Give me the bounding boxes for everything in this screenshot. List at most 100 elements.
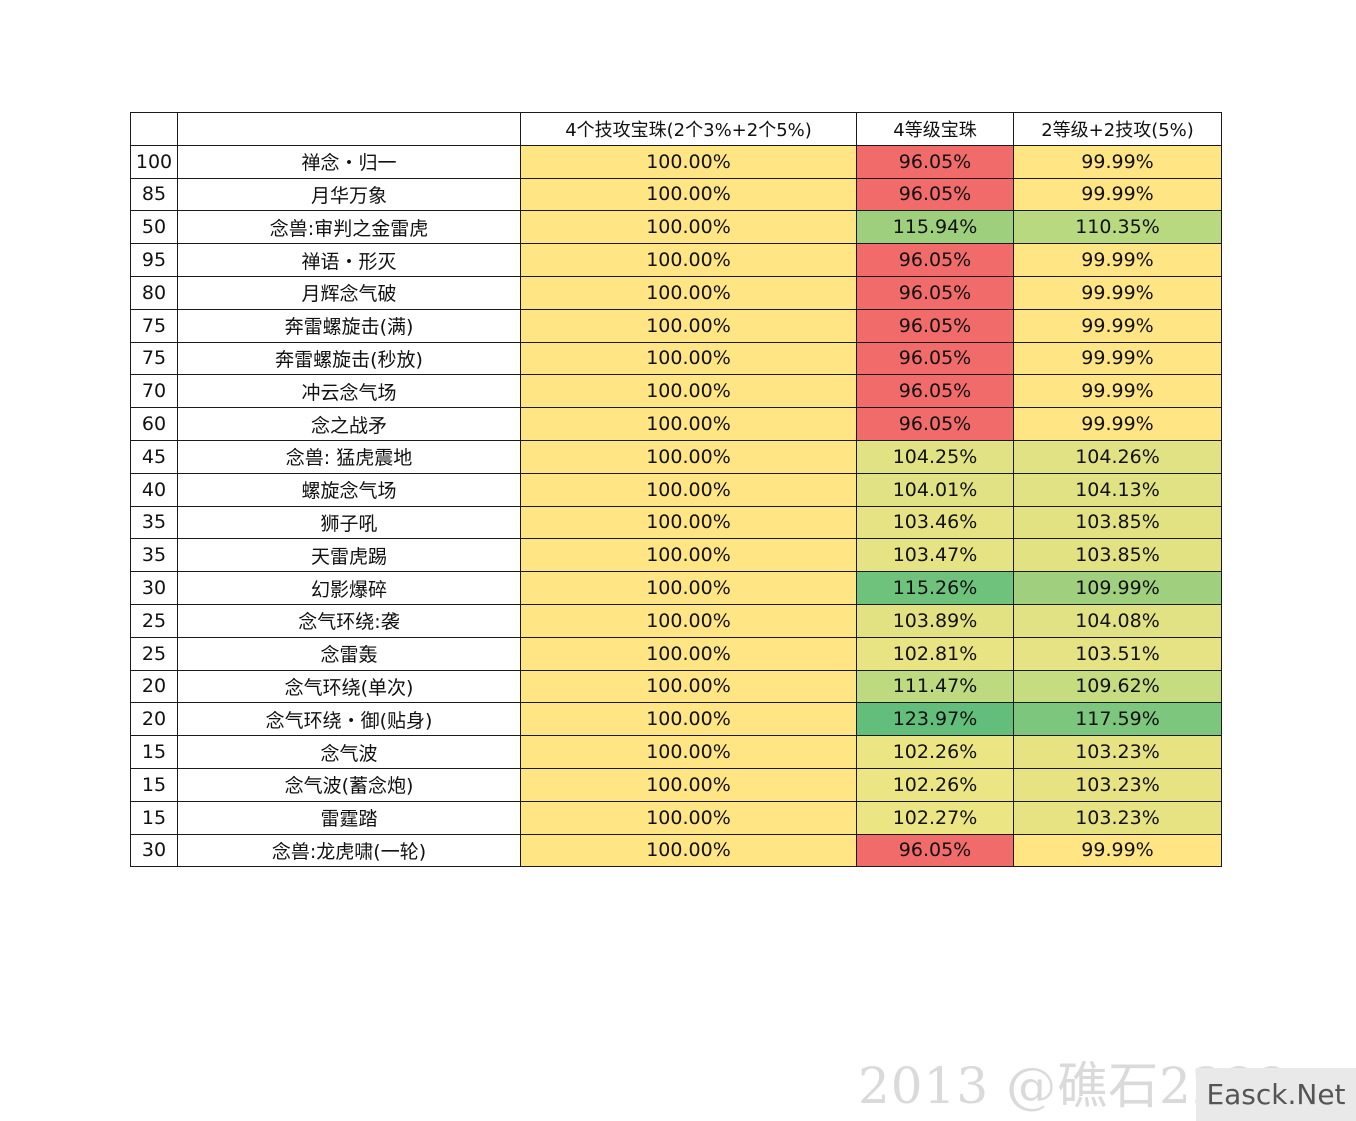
cell-level-gems: 96.05% <box>856 275 1014 310</box>
table-body: 100 禅念・归一 100.00% 96.05% 99.99% 85 月华万象 100.00%… <box>130 144 1222 868</box>
cell-level-gems: 115.94% <box>856 210 1014 245</box>
cell-level-gems: 102.81% <box>856 636 1014 671</box>
cell-skill-attack-gems: 100.00% <box>520 735 857 769</box>
cell-level-gems: 96.05% <box>856 144 1014 179</box>
table-row: 95 禅语・形灭 100.00% 96.05% 99.99% <box>130 243 1222 277</box>
table-row: 15 念气波 100.00% 102.26% 103.23% <box>130 735 1222 769</box>
cell-skill-attack-gems: 100.00% <box>520 374 857 409</box>
cell-skill-name: 念雷轰 <box>177 636 521 671</box>
table-row: 75 奔雷螺旋击(秒放) 100.00% 96.05% 99.99% <box>130 341 1222 376</box>
cell-mixed-gems: 99.99% <box>1013 144 1222 179</box>
cell-skill-attack-gems: 100.00% <box>520 177 857 212</box>
cell-skill-name: 雷霆踏 <box>177 800 521 835</box>
cell-skill-name: 幻影爆碎 <box>177 571 521 605</box>
cell-mixed-gems: 109.62% <box>1013 669 1222 704</box>
cell-mixed-gems: 99.99% <box>1013 308 1222 343</box>
cell-level-gems: 103.47% <box>856 538 1014 573</box>
table-row: 15 雷霆踏 100.00% 102.27% 103.23% <box>130 800 1222 835</box>
cell-level: 25 <box>130 636 178 671</box>
cell-skill-attack-gems: 100.00% <box>520 341 857 376</box>
cell-level: 50 <box>130 210 178 245</box>
cell-level-gems: 96.05% <box>856 341 1014 376</box>
cell-skill-name: 念之战矛 <box>177 407 521 441</box>
header-mixed-gems: 2等级+2技攻(5%) <box>1013 112 1222 146</box>
cell-mixed-gems: 110.35% <box>1013 210 1222 245</box>
cell-skill-attack-gems: 100.00% <box>520 243 857 277</box>
cell-skill-attack-gems: 100.00% <box>520 210 857 245</box>
cell-level-gems: 102.26% <box>856 735 1014 769</box>
cell-mixed-gems: 117.59% <box>1013 702 1222 737</box>
header-skill-attack-gems: 4个技攻宝珠(2个3%+2个5%) <box>520 112 857 146</box>
cell-skill-name: 念气环绕(单次) <box>177 669 521 704</box>
header-row: 4个技攻宝珠(2个3%+2个5%) 4等级宝珠 2等级+2技攻(5%) <box>130 112 1222 146</box>
cell-level-gems: 96.05% <box>856 177 1014 212</box>
cell-level: 15 <box>130 735 178 769</box>
cell-skill-name: 禅语・形灭 <box>177 243 521 277</box>
cell-level-gems: 102.26% <box>856 767 1014 802</box>
cell-mixed-gems: 103.23% <box>1013 735 1222 769</box>
table-row: 80 月辉念气破 100.00% 96.05% 99.99% <box>130 275 1222 310</box>
table-row: 35 天雷虎踢 100.00% 103.47% 103.85% <box>130 538 1222 573</box>
cell-skill-name: 螺旋念气场 <box>177 472 521 507</box>
cell-level-gems: 96.05% <box>856 308 1014 343</box>
cell-mixed-gems: 104.13% <box>1013 472 1222 507</box>
cell-skill-name: 天雷虎踢 <box>177 538 521 573</box>
cell-level-gems: 96.05% <box>856 243 1014 277</box>
cell-skill-attack-gems: 100.00% <box>520 472 857 507</box>
cell-skill-attack-gems: 100.00% <box>520 800 857 835</box>
cell-mixed-gems: 99.99% <box>1013 177 1222 212</box>
cell-skill-name: 奔雷螺旋击(秒放) <box>177 341 521 376</box>
cell-level-gems: 96.05% <box>856 374 1014 409</box>
table-row: 85 月华万象 100.00% 96.05% 99.99% <box>130 177 1222 212</box>
cell-skill-name: 念气波 <box>177 735 521 769</box>
cell-level-gems: 103.89% <box>856 603 1014 638</box>
cell-level: 35 <box>130 505 178 540</box>
cell-skill-attack-gems: 100.00% <box>520 571 857 605</box>
cell-level-gems: 123.97% <box>856 702 1014 737</box>
table-row: 35 狮子吼 100.00% 103.46% 103.85% <box>130 505 1222 540</box>
cell-level: 30 <box>130 571 178 605</box>
comparison-table: 4个技攻宝珠(2个3%+2个5%) 4等级宝珠 2等级+2技攻(5%) 100 禅… <box>130 112 1222 868</box>
cell-skill-attack-gems: 100.00% <box>520 669 857 704</box>
table-row: 20 念气环绕・御(贴身) 100.00% 123.97% 117.59% <box>130 702 1222 737</box>
table-row: 100 禅念・归一 100.00% 96.05% 99.99% <box>130 144 1222 179</box>
cell-mixed-gems: 99.99% <box>1013 243 1222 277</box>
cell-level: 25 <box>130 603 178 638</box>
table-row: 25 念雷轰 100.00% 102.81% 103.51% <box>130 636 1222 671</box>
cell-skill-name: 狮子吼 <box>177 505 521 540</box>
cell-level-gems: 111.47% <box>856 669 1014 704</box>
cell-skill-attack-gems: 100.00% <box>520 636 857 671</box>
cell-level: 45 <box>130 439 178 474</box>
cell-mixed-gems: 99.99% <box>1013 833 1222 868</box>
cell-level: 95 <box>130 243 178 277</box>
table-row: 75 奔雷螺旋击(满) 100.00% 96.05% 99.99% <box>130 308 1222 343</box>
table-header: 4个技攻宝珠(2个3%+2个5%) 4等级宝珠 2等级+2技攻(5%) <box>130 112 1222 146</box>
table-row: 25 念气环绕:袭 100.00% 103.89% 104.08% <box>130 603 1222 638</box>
cell-level-gems: 96.05% <box>856 833 1014 868</box>
cell-level: 85 <box>130 177 178 212</box>
cell-level: 70 <box>130 374 178 409</box>
cell-skill-name: 念兽:审判之金雷虎 <box>177 210 521 245</box>
cell-skill-name: 念气环绕:袭 <box>177 603 521 638</box>
cell-level-gems: 115.26% <box>856 571 1014 605</box>
cell-mixed-gems: 99.99% <box>1013 407 1222 441</box>
table-row: 50 念兽:审判之金雷虎 100.00% 115.94% 110.35% <box>130 210 1222 245</box>
cell-mixed-gems: 99.99% <box>1013 341 1222 376</box>
cell-level: 30 <box>130 833 178 868</box>
site-badge: Easck.Net <box>1196 1068 1356 1121</box>
cell-level: 40 <box>130 472 178 507</box>
cell-level-gems: 104.01% <box>856 472 1014 507</box>
cell-level: 15 <box>130 800 178 835</box>
table-row: 20 念气环绕(单次) 100.00% 111.47% 109.62% <box>130 669 1222 704</box>
cell-skill-attack-gems: 100.00% <box>520 144 857 179</box>
cell-level-gems: 103.46% <box>856 505 1014 540</box>
table-row: 60 念之战矛 100.00% 96.05% 99.99% <box>130 407 1222 441</box>
cell-mixed-gems: 103.85% <box>1013 505 1222 540</box>
table-row: 30 幻影爆碎 100.00% 115.26% 109.99% <box>130 571 1222 605</box>
cell-skill-name: 念兽:龙虎啸(一轮) <box>177 833 521 868</box>
cell-level: 20 <box>130 669 178 704</box>
cell-mixed-gems: 103.23% <box>1013 800 1222 835</box>
cell-level-gems: 96.05% <box>856 407 1014 441</box>
cell-skill-name: 念兽: 猛虎震地 <box>177 439 521 474</box>
cell-level: 75 <box>130 341 178 376</box>
